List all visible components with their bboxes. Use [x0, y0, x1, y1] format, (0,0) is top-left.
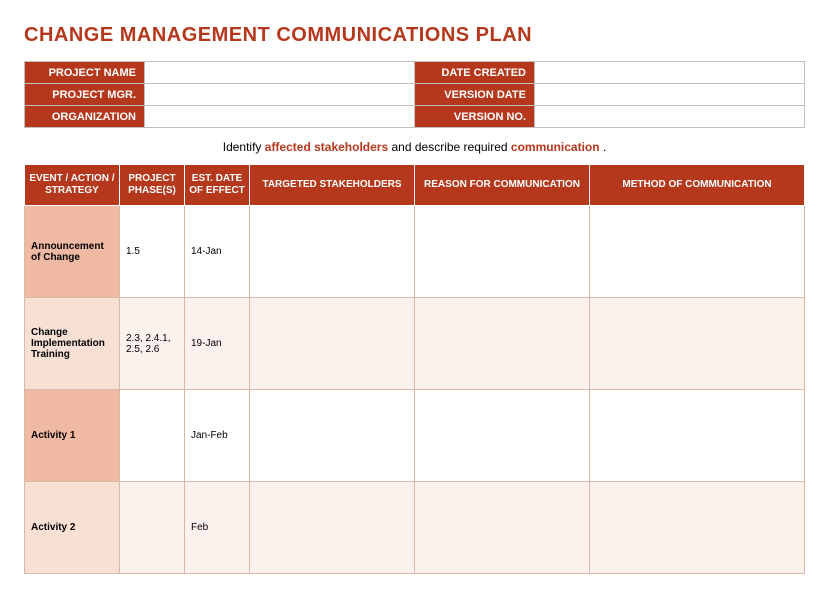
table-row: Announcement of Change1.514-Jan: [25, 206, 805, 298]
meta-label-date-created: DATE CREATED: [415, 62, 535, 84]
instruction-pre: Identify: [223, 140, 265, 154]
meta-value-version-date[interactable]: [535, 84, 805, 106]
cell-event[interactable]: Activity 2: [25, 482, 120, 574]
meta-table: PROJECT NAME DATE CREATED PROJECT MGR. V…: [24, 61, 805, 128]
cell-reason[interactable]: [415, 298, 590, 390]
cell-date[interactable]: Feb: [185, 482, 250, 574]
cell-event[interactable]: Change Implementation Training: [25, 298, 120, 390]
table-row: Activity 1 Jan-Feb: [25, 390, 805, 482]
column-header: METHOD OF COMMUNICATION: [590, 165, 805, 206]
instruction-text: Identify affected stakeholders and descr…: [24, 134, 805, 164]
meta-label-project-mgr: PROJECT MGR.: [25, 84, 145, 106]
cell-method[interactable]: [590, 298, 805, 390]
cell-method[interactable]: [590, 206, 805, 298]
cell-stakeholders[interactable]: [250, 390, 415, 482]
cell-method[interactable]: [590, 390, 805, 482]
instruction-post: .: [600, 140, 607, 154]
column-header: TARGETED STAKEHOLDERS: [250, 165, 415, 206]
column-header: PROJECT PHASE(S): [120, 165, 185, 206]
cell-reason[interactable]: [415, 482, 590, 574]
cell-event[interactable]: Announcement of Change: [25, 206, 120, 298]
column-header: REASON FOR COMMUNICATION: [415, 165, 590, 206]
table-row: Change Implementation Training2.3, 2.4.1…: [25, 298, 805, 390]
instruction-em1: affected stakeholders: [265, 140, 388, 154]
instruction-em2: communication: [511, 140, 600, 154]
meta-label-version-date: VERSION DATE: [415, 84, 535, 106]
cell-date[interactable]: 14-Jan: [185, 206, 250, 298]
cell-stakeholders[interactable]: [250, 206, 415, 298]
meta-value-date-created[interactable]: [535, 62, 805, 84]
cell-phase[interactable]: 2.3, 2.4.1, 2.5, 2.6: [120, 298, 185, 390]
meta-value-organization[interactable]: [145, 106, 415, 128]
meta-value-version-no[interactable]: [535, 106, 805, 128]
meta-label-organization: ORGANIZATION: [25, 106, 145, 128]
page-title: CHANGE MANAGEMENT COMMUNICATIONS PLAN: [24, 24, 805, 47]
main-table: EVENT / ACTION / STRATEGYPROJECT PHASE(S…: [24, 164, 805, 574]
meta-value-project-name[interactable]: [145, 62, 415, 84]
column-header: EVENT / ACTION / STRATEGY: [25, 165, 120, 206]
table-header-row: EVENT / ACTION / STRATEGYPROJECT PHASE(S…: [25, 165, 805, 206]
cell-date[interactable]: 19-Jan: [185, 298, 250, 390]
cell-stakeholders[interactable]: [250, 298, 415, 390]
column-header: EST. DATE OF EFFECT: [185, 165, 250, 206]
meta-label-version-no: VERSION NO.: [415, 106, 535, 128]
cell-reason[interactable]: [415, 390, 590, 482]
table-row: Activity 2 Feb: [25, 482, 805, 574]
instruction-mid: and describe required: [388, 140, 511, 154]
cell-phase[interactable]: [120, 482, 185, 574]
cell-phase[interactable]: 1.5: [120, 206, 185, 298]
meta-label-project-name: PROJECT NAME: [25, 62, 145, 84]
cell-reason[interactable]: [415, 206, 590, 298]
cell-phase[interactable]: [120, 390, 185, 482]
cell-event[interactable]: Activity 1: [25, 390, 120, 482]
cell-method[interactable]: [590, 482, 805, 574]
cell-date[interactable]: Jan-Feb: [185, 390, 250, 482]
meta-value-project-mgr[interactable]: [145, 84, 415, 106]
cell-stakeholders[interactable]: [250, 482, 415, 574]
